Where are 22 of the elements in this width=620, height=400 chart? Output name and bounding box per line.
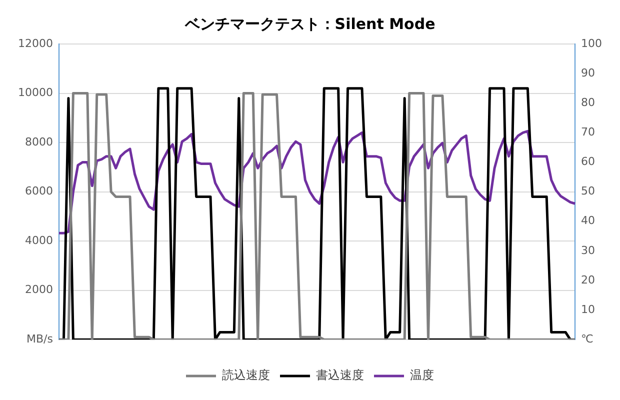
- y2-tick-label: 30: [581, 244, 596, 257]
- y2-tick-label: 60: [581, 155, 596, 168]
- y2-tick-label: 80: [581, 96, 596, 109]
- y2-tick-label: 90: [581, 66, 596, 80]
- y2-tick-label: 40: [581, 214, 596, 228]
- legend-label: 温度: [410, 368, 434, 382]
- chart-title: ベンチマークテスト：Silent Mode: [184, 14, 436, 33]
- y2-tick-label: ℃: [581, 332, 594, 346]
- y2-tick-label: 100: [581, 36, 602, 50]
- y-tick-label: 10000: [18, 86, 53, 100]
- y2-tick-label: 70: [581, 126, 596, 139]
- legend-label: 書込速度: [316, 368, 364, 382]
- legend-label: 読込速度: [222, 368, 270, 382]
- y-tick-label: 12000: [18, 36, 53, 50]
- y-tick-label: 2000: [24, 283, 53, 296]
- y2-tick-label: 50: [581, 184, 596, 198]
- y-tick-label: MB/s: [26, 332, 54, 346]
- y-tick-label: 6000: [24, 184, 53, 198]
- y-tick-label: 8000: [24, 135, 53, 148]
- y2-tick-label: 10: [581, 302, 596, 316]
- y2-tick-label: 20: [581, 273, 596, 286]
- y-tick-label: 4000: [24, 234, 53, 247]
